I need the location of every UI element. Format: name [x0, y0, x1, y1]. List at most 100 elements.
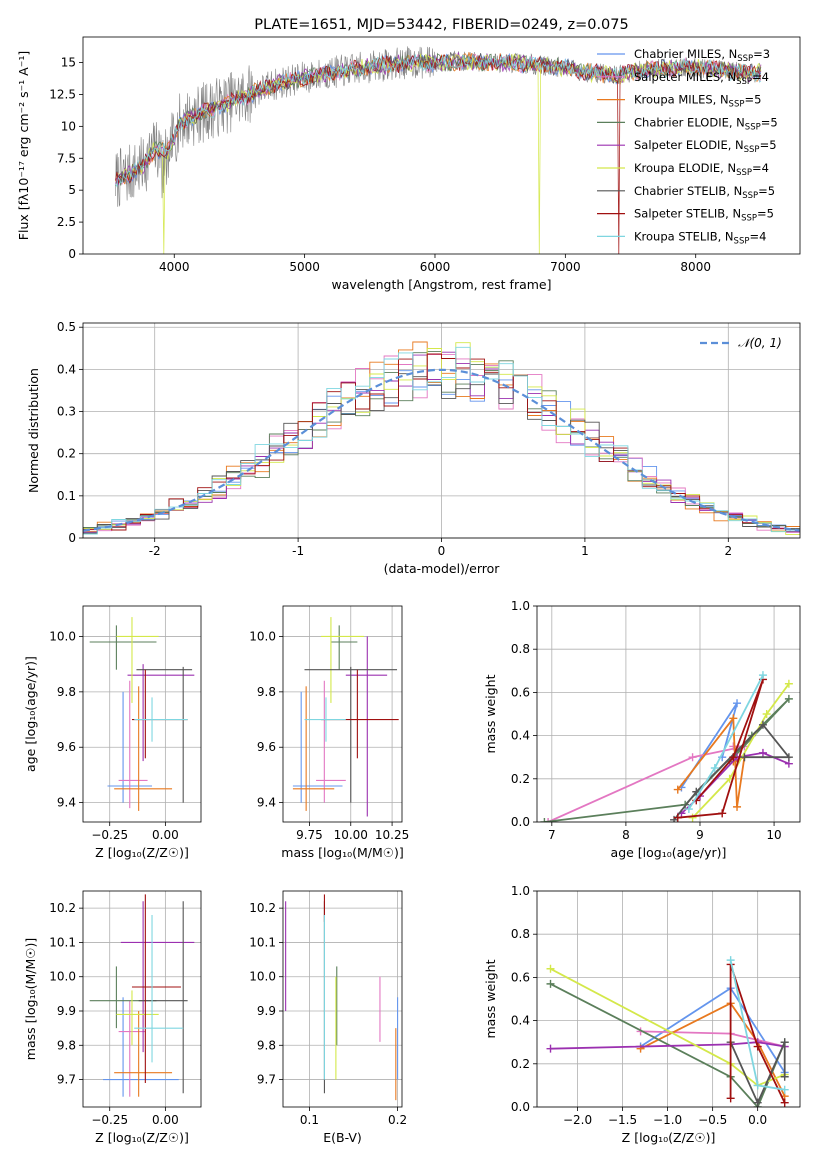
y-tick-label: 0.1: [57, 489, 76, 503]
y-tick-label: 2.5: [57, 215, 76, 229]
weight-marker-salpeter_stelib: [726, 1094, 735, 1103]
weight-marker-kroupa_elodie: [688, 813, 697, 822]
x-tick-label: 0.2: [388, 1113, 407, 1127]
legend-entry-count: =5: [758, 184, 775, 198]
y-tick-label: 9.8: [257, 685, 276, 699]
x-tick-label: 5000: [289, 260, 320, 274]
x-tick-label: 10.25: [375, 828, 409, 842]
mass-weight-vs-age-panel: 7 8 9 10 0.0 0.2 0.4 0.6 0.8 1.0 age [log₁₀(age/yr…: [483, 599, 801, 860]
legend-entry-count: =5: [757, 207, 774, 221]
normal-distribution-curve: [83, 368, 800, 532]
y-tick-label: 0.4: [511, 1014, 530, 1028]
x-tick-label: 2: [724, 544, 732, 558]
mass-vs-ebv-panel: 0.1 0.2 9.7 9.8 9.9 10.0 10.1 10.2 E(B-V): [249, 890, 407, 1145]
weight-marker-kroupa_stelib: [758, 671, 767, 680]
axes-frame: [536, 890, 801, 1108]
axes-frame: [82, 322, 801, 539]
y-tick-label: 9.4: [57, 796, 76, 810]
y-tick-label: 9.7: [57, 1073, 76, 1087]
weight-marker-salpeter_miles: [688, 753, 697, 762]
legend-entry-subscript: SSP: [729, 100, 745, 110]
y-tick-label: 0.2: [511, 772, 530, 786]
x-tick-label: −0.25: [91, 1113, 128, 1127]
weight-marker-kroupa_stelib: [780, 1085, 789, 1094]
spectrum-panel: 4000 5000 6000 7000 8000 0 2.5 5 7.5 10 12.5 15 wave…: [16, 17, 801, 292]
plot-area: [540, 671, 793, 822]
x-tick-label: 6000: [420, 260, 451, 274]
y-tick-label: 9.9: [257, 1004, 276, 1018]
y-axis-label: mass weight: [483, 674, 498, 753]
legend-entry: Salpeter ELODIE, NSSP=5: [634, 138, 777, 155]
y-tick-label: 0.2: [57, 447, 76, 461]
axes-frame: [282, 605, 403, 823]
y-tick-label: 0: [68, 531, 76, 545]
legend-entry-name: Salpeter MILES, N: [634, 70, 736, 84]
legend-entry: Kroupa MILES, NSSP=5: [634, 93, 761, 110]
weight-marker-salpeter_elodie: [758, 748, 767, 757]
plot-area: [89, 617, 195, 811]
legend-entry: Salpeter STELIB, NSSP=5: [634, 207, 774, 224]
x-axis-label: age [log₁₀(age/yr)]: [611, 845, 727, 860]
weight-marker-chabrier_stelib: [780, 1072, 789, 1081]
y-tick-label: 0.6: [511, 970, 530, 984]
weight-marker-salpeter_stelib: [780, 1098, 789, 1107]
age-vs-mass-panel: 9.75 10.00 10.25 9.4 9.6 9.8 10.0 mass [log₁₀(M…: [249, 605, 409, 860]
weight-marker-kroupa_stelib: [684, 805, 693, 814]
y-tick-label: 9.8: [257, 1038, 276, 1052]
weight-marker-chabrier_elodie: [546, 979, 555, 988]
weight-marker-salpeter_stelib: [753, 1042, 762, 1051]
weight-marker-chabrier_stelib: [753, 1098, 762, 1107]
legend-entry-name: Kroupa STELIB, N: [634, 229, 734, 243]
y-tick-label: 0.8: [511, 927, 530, 941]
y-tick-label: 12.5: [49, 87, 76, 101]
x-axis-label: mass [log₁₀(M/M☉)]: [281, 845, 403, 860]
weight-marker-chabrier_elodie: [784, 694, 793, 703]
x-tick-label: 0.1: [300, 1113, 319, 1127]
legend-entry: 𝒩(0, 1): [738, 336, 782, 350]
legend-entry: Chabrier ELODIE, NSSP=5: [634, 115, 778, 132]
model-spectrum-kroupa_stelib: [115, 53, 762, 188]
y-tick-label: 0.0: [511, 1100, 530, 1114]
x-tick-label: 9: [696, 828, 704, 842]
legend-entry-subscript: SSP: [737, 54, 753, 64]
legend-entry-subscript: SSP: [736, 168, 752, 178]
weight-marker-kroupa_stelib: [753, 1081, 762, 1090]
legend-entry-name: Kroupa ELODIE, N: [634, 161, 736, 175]
plot-area: [546, 956, 789, 1107]
axes-frame: [282, 890, 403, 1108]
y-tick-label: 9.8: [57, 685, 76, 699]
y-tick-label: 10: [61, 119, 76, 133]
y-tick-label: 10.0: [49, 970, 76, 984]
legend-entry: Salpeter MILES, NSSP=4: [634, 70, 769, 87]
x-tick-label: 0.0: [748, 1113, 767, 1127]
y-tick-label: 9.9: [57, 1004, 76, 1018]
y-tick-label: 5: [68, 183, 76, 197]
x-axis-label: Z [log₁₀(Z/Z☉)]: [622, 1130, 716, 1145]
y-tick-label: 9.8: [57, 1038, 76, 1052]
weight-marker-chabrier_miles: [733, 699, 742, 708]
y-tick-label: 15: [61, 56, 76, 70]
weight-marker-kroupa_miles: [673, 785, 682, 794]
x-tick-label: 0.00: [152, 1113, 179, 1127]
axes-frame: [82, 36, 801, 255]
legend-entry: Chabrier STELIB, NSSP=5: [634, 184, 775, 201]
y-tick-label: 1.0: [511, 599, 530, 613]
model-spectrum-kroupa_elodie: [115, 53, 762, 254]
figure-title: PLATE=1651, MJD=53442, FIBERID=0249, z=0…: [254, 17, 628, 33]
x-tick-label: 10.00: [334, 828, 368, 842]
legend-entry-subscript: SSP: [741, 214, 757, 224]
legend-entry-subscript: SSP: [734, 236, 750, 246]
y-tick-label: 10.1: [49, 935, 76, 949]
axes-frame: [82, 890, 202, 1108]
x-axis-label: Z [log₁₀(Z/Z☉)]: [95, 1130, 189, 1145]
legend-entry-subscript: SSP: [742, 191, 758, 201]
weight-marker-salpeter_stelib: [718, 809, 727, 818]
y-tick-label: 0.3: [57, 405, 76, 419]
x-tick-label: 0: [438, 544, 446, 558]
x-tick-label: -2: [149, 544, 161, 558]
mass-weight-vs-metallicity-panel: −2.0 −1.5 −1.0 −0.5 0.0 0.0 0.2 0.4 0.6 0.8 1.0 Z […: [483, 884, 801, 1145]
legend-entry-subscript: SSP: [744, 145, 760, 155]
weight-line-salpeter_elodie: [550, 1041, 785, 1050]
y-tick-label: 10.2: [49, 901, 76, 915]
